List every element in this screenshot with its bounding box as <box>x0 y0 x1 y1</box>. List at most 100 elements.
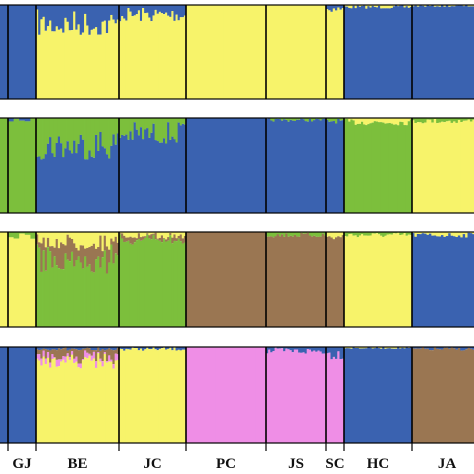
bar-segment-brown <box>253 232 256 327</box>
bar-segment-yellow <box>399 118 402 122</box>
bar-segment-blue <box>421 233 425 327</box>
bar-segment-yellow <box>467 5 471 7</box>
bar-segment-yellow <box>296 5 299 99</box>
bar-segment-blue <box>19 5 26 99</box>
bar-segment-brown <box>287 236 290 327</box>
bar-segment-brown <box>121 233 124 239</box>
bar-segment-blue <box>51 347 54 350</box>
bar-segment-yellow <box>431 122 435 213</box>
bar-segment-yellow <box>190 5 193 99</box>
bar-segment-brown <box>86 347 89 353</box>
bar-segment-yellow <box>392 347 396 349</box>
bar-segment-yellow <box>445 232 449 237</box>
bar-segment-pink <box>103 352 107 354</box>
bar-segment-yellow <box>194 5 197 99</box>
bar-segment-brown <box>66 234 70 260</box>
bar-segment-blue <box>448 347 452 349</box>
bar-segment-green <box>46 118 50 144</box>
bar-segment-blue <box>51 153 54 213</box>
bar-segment-blue <box>202 118 206 213</box>
bar-segment-green <box>380 122 383 213</box>
bar-segment-yellow <box>38 360 41 443</box>
bar-segment-brown <box>317 236 320 327</box>
bar-segment-yellow <box>68 30 72 100</box>
bar-segment-yellow <box>348 5 351 9</box>
bar-segment-blue <box>436 347 439 349</box>
bar-segment-pink <box>77 363 81 368</box>
bar-segment-blue <box>240 118 244 213</box>
bar-segment-yellow <box>36 232 39 235</box>
bar-segment-yellow <box>462 232 466 235</box>
bar-segment-pink <box>272 350 275 443</box>
bar-segment-green <box>395 232 398 234</box>
bar-segment-yellow <box>399 347 402 349</box>
bar-segment-green <box>173 240 176 327</box>
bar-segment-brown <box>272 237 275 327</box>
bar-segment-green <box>158 240 162 327</box>
bar-segment-blue <box>36 156 39 213</box>
bar-segment-brown <box>127 237 130 241</box>
bar-segment-yellow <box>36 9 39 100</box>
bar-segment-pink <box>253 347 256 443</box>
bar-segment-yellow <box>66 21 70 100</box>
bar-segment-blue <box>49 347 52 351</box>
bar-segment-brown <box>263 232 267 327</box>
bar-segment-blue <box>300 347 303 353</box>
bar-segment-blue <box>116 133 120 213</box>
bar-segment-green <box>382 232 385 237</box>
bar-segment-green <box>369 123 373 213</box>
bar-segment-blue <box>469 6 473 99</box>
bar-segment-brown <box>97 347 100 353</box>
bar-segment-yellow <box>137 10 141 100</box>
bar-segment-blue <box>181 123 185 213</box>
bar-segment-blue <box>162 5 166 15</box>
bar-segment-pink <box>92 351 96 359</box>
bar-segment-brown <box>75 247 78 260</box>
bar-segment-green <box>332 118 336 122</box>
bar-segment-brown <box>88 348 91 354</box>
bar-segment-pink <box>266 353 269 443</box>
bar-segment-blue <box>361 348 364 443</box>
bar-segment-yellow <box>110 361 113 443</box>
bar-segment-yellow <box>167 348 170 443</box>
bar-segment-brown <box>438 349 442 443</box>
bar-segment-blue <box>8 347 14 443</box>
bar-segment-pink <box>46 352 50 358</box>
bar-segment-yellow <box>154 349 158 443</box>
bar-segment-brown <box>116 347 120 355</box>
bar-segment-blue <box>236 118 240 213</box>
bar-segment-yellow <box>443 122 447 213</box>
bar-segment-yellow <box>131 347 135 443</box>
bar-segment-brown <box>255 232 258 327</box>
bar-segment-yellow <box>289 5 293 99</box>
bar-segment-green <box>66 259 70 327</box>
bar-segment-yellow <box>171 232 174 238</box>
bar-segment-yellow <box>367 235 370 327</box>
bar-segment-yellow <box>123 232 126 236</box>
bar-segment-pink <box>270 352 273 443</box>
bar-segment-green <box>97 256 100 327</box>
bar-segment-blue <box>175 347 179 351</box>
bar-segment-pink <box>339 359 343 443</box>
bar-segment-blue <box>332 347 336 357</box>
bar-segment-green <box>103 118 107 149</box>
bar-segment-pink <box>38 354 41 361</box>
bar-segment-yellow <box>268 5 271 99</box>
bar-segment-brown <box>443 347 447 443</box>
bar-segment-green <box>367 124 370 213</box>
bar-segment-blue <box>36 347 39 350</box>
bar-segment-blue <box>326 347 329 354</box>
bar-segment-yellow <box>64 232 67 246</box>
bar-segment-blue <box>123 5 126 19</box>
bar-segment-yellow <box>181 232 185 239</box>
bar-segment-blue <box>249 118 252 213</box>
bar-segment-blue <box>99 131 102 213</box>
bar-segment-blue <box>175 142 179 213</box>
bar-segment-green <box>70 251 74 327</box>
bar-segment-yellow <box>112 232 116 242</box>
bar-segment-brown <box>453 348 456 443</box>
bar-segment-green <box>181 243 185 327</box>
bar-segment-yellow <box>75 361 78 443</box>
bar-segment-pink <box>255 347 258 443</box>
bar-segment-yellow <box>257 5 261 99</box>
